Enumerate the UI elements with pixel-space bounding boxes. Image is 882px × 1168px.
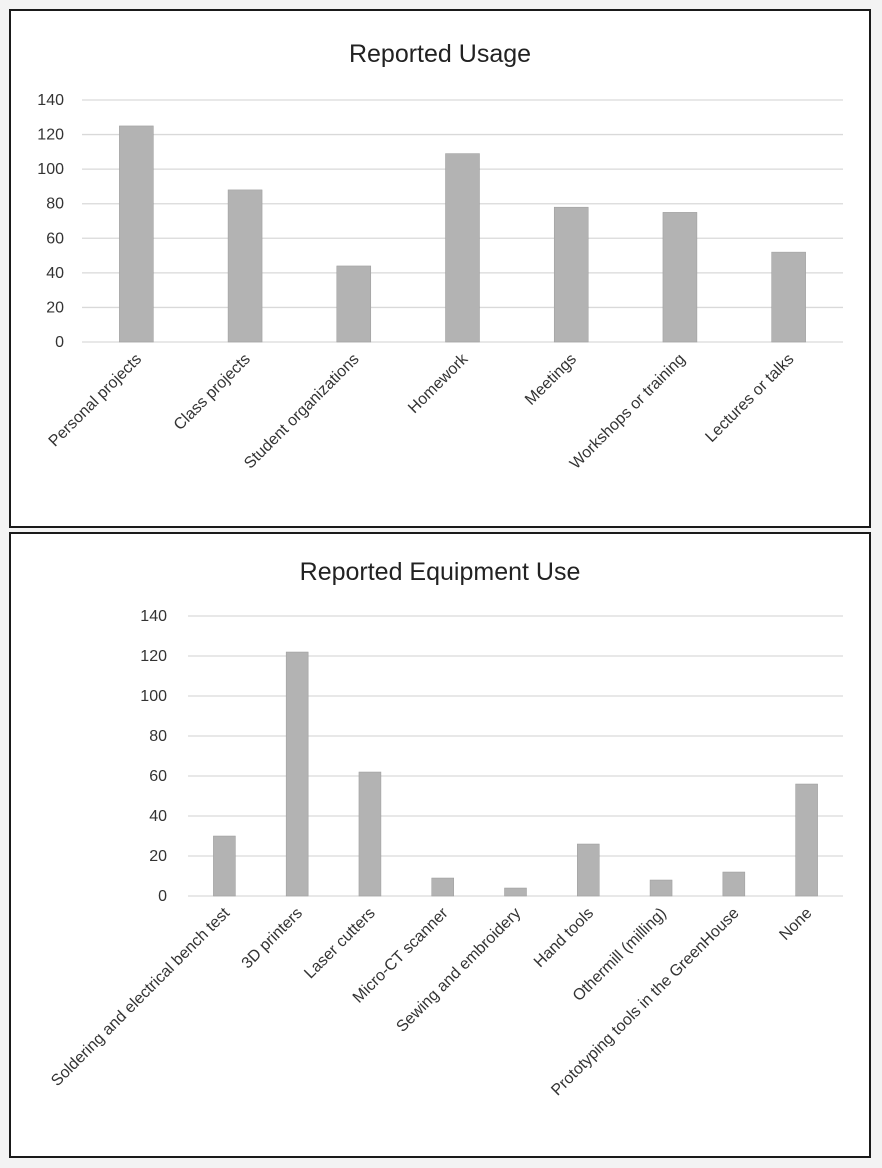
y-tick-label: 120 — [37, 127, 64, 144]
x-category-label: 3D printers — [239, 905, 306, 972]
x-category-label: None — [776, 905, 815, 944]
bar — [649, 879, 673, 897]
bar — [431, 877, 454, 897]
bar — [445, 153, 480, 343]
bar — [553, 206, 589, 343]
y-tick-label: 100 — [140, 688, 167, 705]
x-category-label: Personal projects — [46, 351, 145, 450]
chart-panel-usage: Reported Usage 0 20 40 60 80 100 120 140 Persona… — [9, 9, 871, 528]
chart-title: Reported Usage — [349, 40, 531, 68]
x-category-label: Class projects — [171, 351, 254, 434]
x-category-label: Meetings — [522, 351, 580, 409]
y-tick-label: 80 — [46, 196, 64, 213]
bar — [662, 212, 698, 343]
x-category-label: Sewing and embroidery — [393, 905, 524, 1036]
x-category-label: Soldering and electrical bench test — [48, 904, 233, 1089]
chart-panel-equipment: Reported Equipment Use 0 20 40 60 80 100 120 14… — [9, 532, 871, 1158]
bar — [336, 265, 372, 343]
bar — [227, 189, 263, 343]
y-tick-label: 140 — [37, 92, 64, 109]
bar — [795, 783, 818, 897]
usage-bar-chart: Reported Usage 0 20 40 60 80 100 120 140 Persona… — [37, 40, 843, 473]
bar — [285, 651, 309, 897]
bar — [722, 871, 746, 897]
bar — [213, 835, 236, 897]
chart-title: Reported Equipment Use — [300, 558, 581, 586]
equipment-bar-chart: Reported Equipment Use 0 20 40 60 80 100 120 14… — [48, 558, 843, 1099]
y-tick-label: 120 — [140, 648, 167, 665]
x-category-label: Lectures or talks — [702, 351, 797, 446]
y-tick-label: 0 — [55, 334, 64, 351]
x-category-label: Student organizations — [241, 351, 362, 472]
y-tick-label: 40 — [46, 265, 64, 282]
y-tick-label: 140 — [140, 608, 167, 625]
bar — [771, 251, 806, 343]
y-tick-label: 60 — [46, 230, 64, 247]
y-tick-label: 40 — [149, 808, 167, 825]
y-tick-label: 60 — [149, 768, 167, 785]
y-tick-label: 20 — [149, 848, 167, 865]
y-tick-label: 0 — [158, 888, 167, 905]
bar — [504, 887, 527, 897]
y-tick-label: 20 — [46, 299, 64, 316]
x-category-label: Homework — [405, 350, 472, 417]
bar — [119, 125, 154, 343]
x-category-label: Laser cutters — [301, 905, 378, 982]
y-tick-label: 80 — [149, 728, 167, 745]
x-category-label: Hand tools — [531, 905, 597, 971]
x-category-label: Workshops or training — [567, 351, 689, 473]
bar — [577, 843, 600, 897]
y-tick-label: 100 — [37, 161, 64, 178]
bar — [358, 771, 382, 897]
